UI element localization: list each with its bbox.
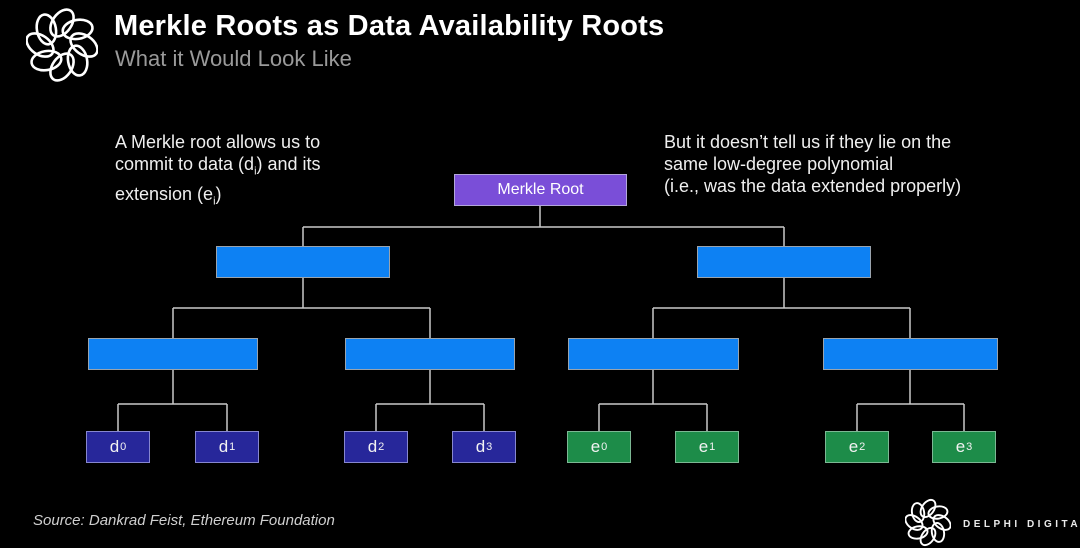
brand-wordmark: DELPHI DIGITAL [963,519,1080,530]
source-attribution: Source: Dankrad Feist, Ethereum Foundati… [33,512,335,529]
annotation-right-line3: (i.e., was the data extended properly) [664,176,962,196]
merkle-root-label: Merkle Root [497,181,584,198]
branch-node-level3-1 [88,338,258,370]
annotation-right-line2: same low-degree polynomial [664,154,894,174]
annotation-left-line2: commit to data (di) and its [115,154,321,178]
delphi-knot-logo-icon [26,8,98,82]
annotation-right: But it doesn’t tell us if they lie on th… [664,131,961,197]
branch-node-level3-2 [345,338,515,370]
branch-node-level3-4 [823,338,998,370]
annotation-left-line3: extension (ei) [115,183,222,208]
page-title: Merkle Roots as Data Availability Roots [114,10,665,42]
page-subtitle: What it Would Look Like [115,46,352,71]
branch-node-level3-3 [568,338,739,370]
branch-node-level2-right [697,246,871,278]
annotation-left: A Merkle root allows us to commit to dat… [115,131,321,212]
branch-node-level2-left [216,246,390,278]
delphi-knot-logo-small-icon [905,498,951,547]
annotation-left-line1: A Merkle root allows us to [115,132,321,152]
annotation-right-line1: But it doesn’t tell us if they lie on th… [664,132,952,152]
merkle-root-node: Merkle Root [454,174,627,206]
delphi-digital-brand: DELPHI DIGITAL [905,497,1080,548]
